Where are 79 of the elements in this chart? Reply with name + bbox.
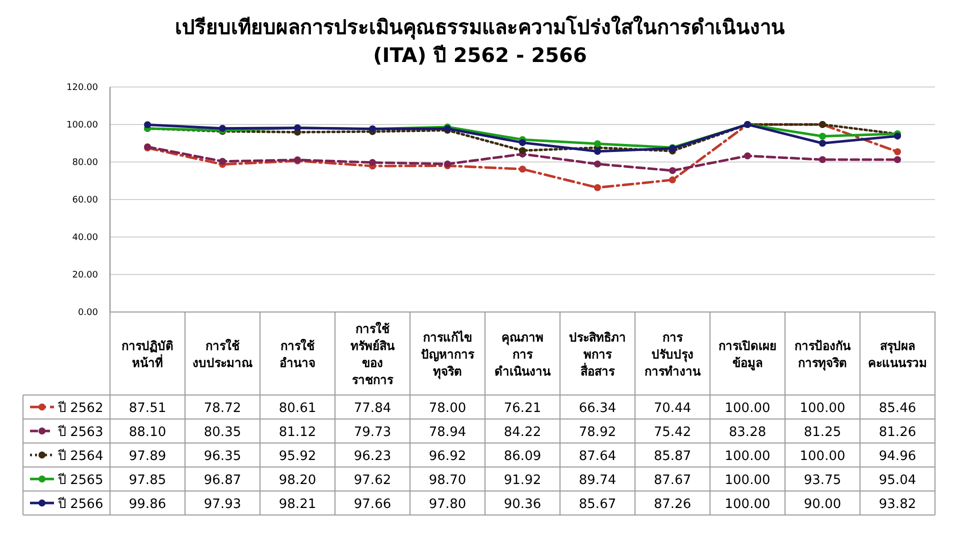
data-label: 100.00	[724, 449, 770, 464]
y-tick-label: 80.00	[72, 158, 98, 168]
data-label: 87.51	[128, 401, 166, 416]
data-label: 78.94	[428, 425, 466, 440]
data-label: 96.35	[204, 449, 242, 464]
data-label: 98.21	[278, 497, 316, 512]
data-label: 100.00	[724, 497, 770, 512]
data-label: 97.85	[128, 473, 166, 488]
data-label: 89.74	[578, 473, 616, 488]
data-label: 78.92	[578, 425, 616, 440]
x-tick-label: คุณภาพ การ ดำเนินงาน	[494, 330, 552, 378]
data-label: 87.67	[654, 473, 692, 488]
data-label: 66.34	[578, 401, 616, 416]
y-tick-label: 60.00	[72, 196, 98, 206]
x-tick-label: การเปิดเผย ข้อมูล	[718, 339, 776, 371]
data-label: 78.72	[204, 401, 242, 416]
data-label: 98.20	[278, 473, 316, 488]
data-label: 90.36	[504, 497, 542, 512]
legend-label: ปี 2565	[57, 472, 104, 488]
x-tick-label: การแก้ไข ปัญหาการ ทุจริต	[421, 330, 475, 380]
data-label: 77.84	[354, 401, 392, 416]
data-label: 97.80	[428, 497, 466, 512]
data-label: 78.00	[428, 401, 466, 416]
data-label: 93.82	[878, 497, 916, 512]
data-label: 81.26	[878, 425, 916, 440]
data-label: 98.70	[428, 473, 466, 488]
x-tick-label: การใช้ อำนาจ	[280, 338, 316, 370]
x-tick-label: การใช้ งบประมาณ	[192, 338, 252, 370]
data-label: 93.75	[804, 473, 842, 488]
y-tick-label: 20.00	[72, 270, 98, 280]
x-tick-label: การ ปรับปรุง การทำงาน	[644, 330, 702, 378]
data-label: 94.96	[878, 449, 916, 464]
data-label: 100.00	[724, 401, 770, 416]
data-label: 80.35	[204, 425, 242, 440]
data-label: 87.64	[578, 449, 616, 464]
data-label: 85.87	[654, 449, 692, 464]
y-tick-label: 40.00	[72, 233, 98, 243]
data-label: 80.61	[278, 401, 316, 416]
data-label: 70.44	[654, 401, 692, 416]
data-label: 91.92	[504, 473, 542, 488]
data-label: 90.00	[804, 497, 842, 512]
y-tick-label: 120.00	[66, 83, 98, 93]
data-label: 81.25	[804, 425, 842, 440]
legend-label: ปี 2563	[57, 424, 104, 440]
data-label: 83.28	[728, 425, 766, 440]
legend-label: ปี 2566	[57, 496, 104, 512]
data-label: 100.00	[800, 449, 846, 464]
legend-label: ปี 2564	[57, 448, 104, 464]
data-label: 99.86	[128, 497, 166, 512]
x-tick-label: สรุปผล คะแนนรวม	[868, 339, 927, 370]
data-label: 97.66	[354, 497, 392, 512]
data-label: 81.12	[278, 425, 316, 440]
data-label: 75.42	[654, 425, 692, 440]
data-label: 96.87	[204, 473, 242, 488]
data-label: 96.92	[428, 449, 466, 464]
data-label: 85.46	[878, 401, 916, 416]
y-tick-label: 100.00	[66, 120, 98, 130]
data-label: 84.22	[504, 425, 542, 440]
data-label: 96.23	[354, 449, 392, 464]
data-label: 76.21	[504, 401, 542, 416]
data-label: 88.10	[128, 425, 166, 440]
data-label: 95.04	[878, 473, 916, 488]
legend-label: ปี 2562	[57, 400, 104, 416]
data-label: 97.62	[354, 473, 392, 488]
data-label: 97.93	[204, 497, 242, 512]
y-tick-label: 0.00	[78, 308, 98, 318]
data-label: 86.09	[504, 449, 542, 464]
x-tick-label: ประสิทธิภา พการ สื่อสาร	[569, 330, 626, 378]
chart-title: เปรียบเทียบผลการประเมินคุณธรรมและความโปร่งใสในการดำเนินงาน (ITA) ปี 2562 - 2566	[175, 15, 785, 67]
data-label: 100.00	[800, 401, 846, 416]
data-label: 100.00	[724, 473, 770, 488]
x-tick-label: การป้องกัน การทุจริต	[794, 339, 852, 371]
data-label: 85.67	[578, 497, 616, 512]
x-tick-label: การใช้ ทรัพย์สิน ของ ราชการ	[350, 321, 396, 387]
data-label: 87.26	[654, 497, 692, 512]
data-label: 97.89	[128, 449, 166, 464]
x-tick-label: การปฏิบัติ หน้าที่	[122, 339, 174, 370]
data-label: 79.73	[354, 425, 392, 440]
data-label: 95.92	[278, 449, 316, 464]
